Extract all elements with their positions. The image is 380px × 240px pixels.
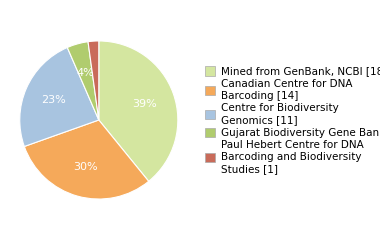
Text: 4%: 4% (77, 68, 95, 78)
Text: 23%: 23% (41, 96, 66, 105)
Text: 30%: 30% (73, 162, 98, 172)
Wedge shape (20, 48, 99, 146)
Wedge shape (67, 42, 99, 120)
Wedge shape (99, 41, 178, 181)
Legend: Mined from GenBank, NCBI [18], Canadian Centre for DNA
Barcoding [14], Centre fo: Mined from GenBank, NCBI [18], Canadian … (203, 64, 380, 176)
Text: 39%: 39% (133, 99, 157, 108)
Wedge shape (88, 41, 99, 120)
Wedge shape (24, 120, 149, 199)
